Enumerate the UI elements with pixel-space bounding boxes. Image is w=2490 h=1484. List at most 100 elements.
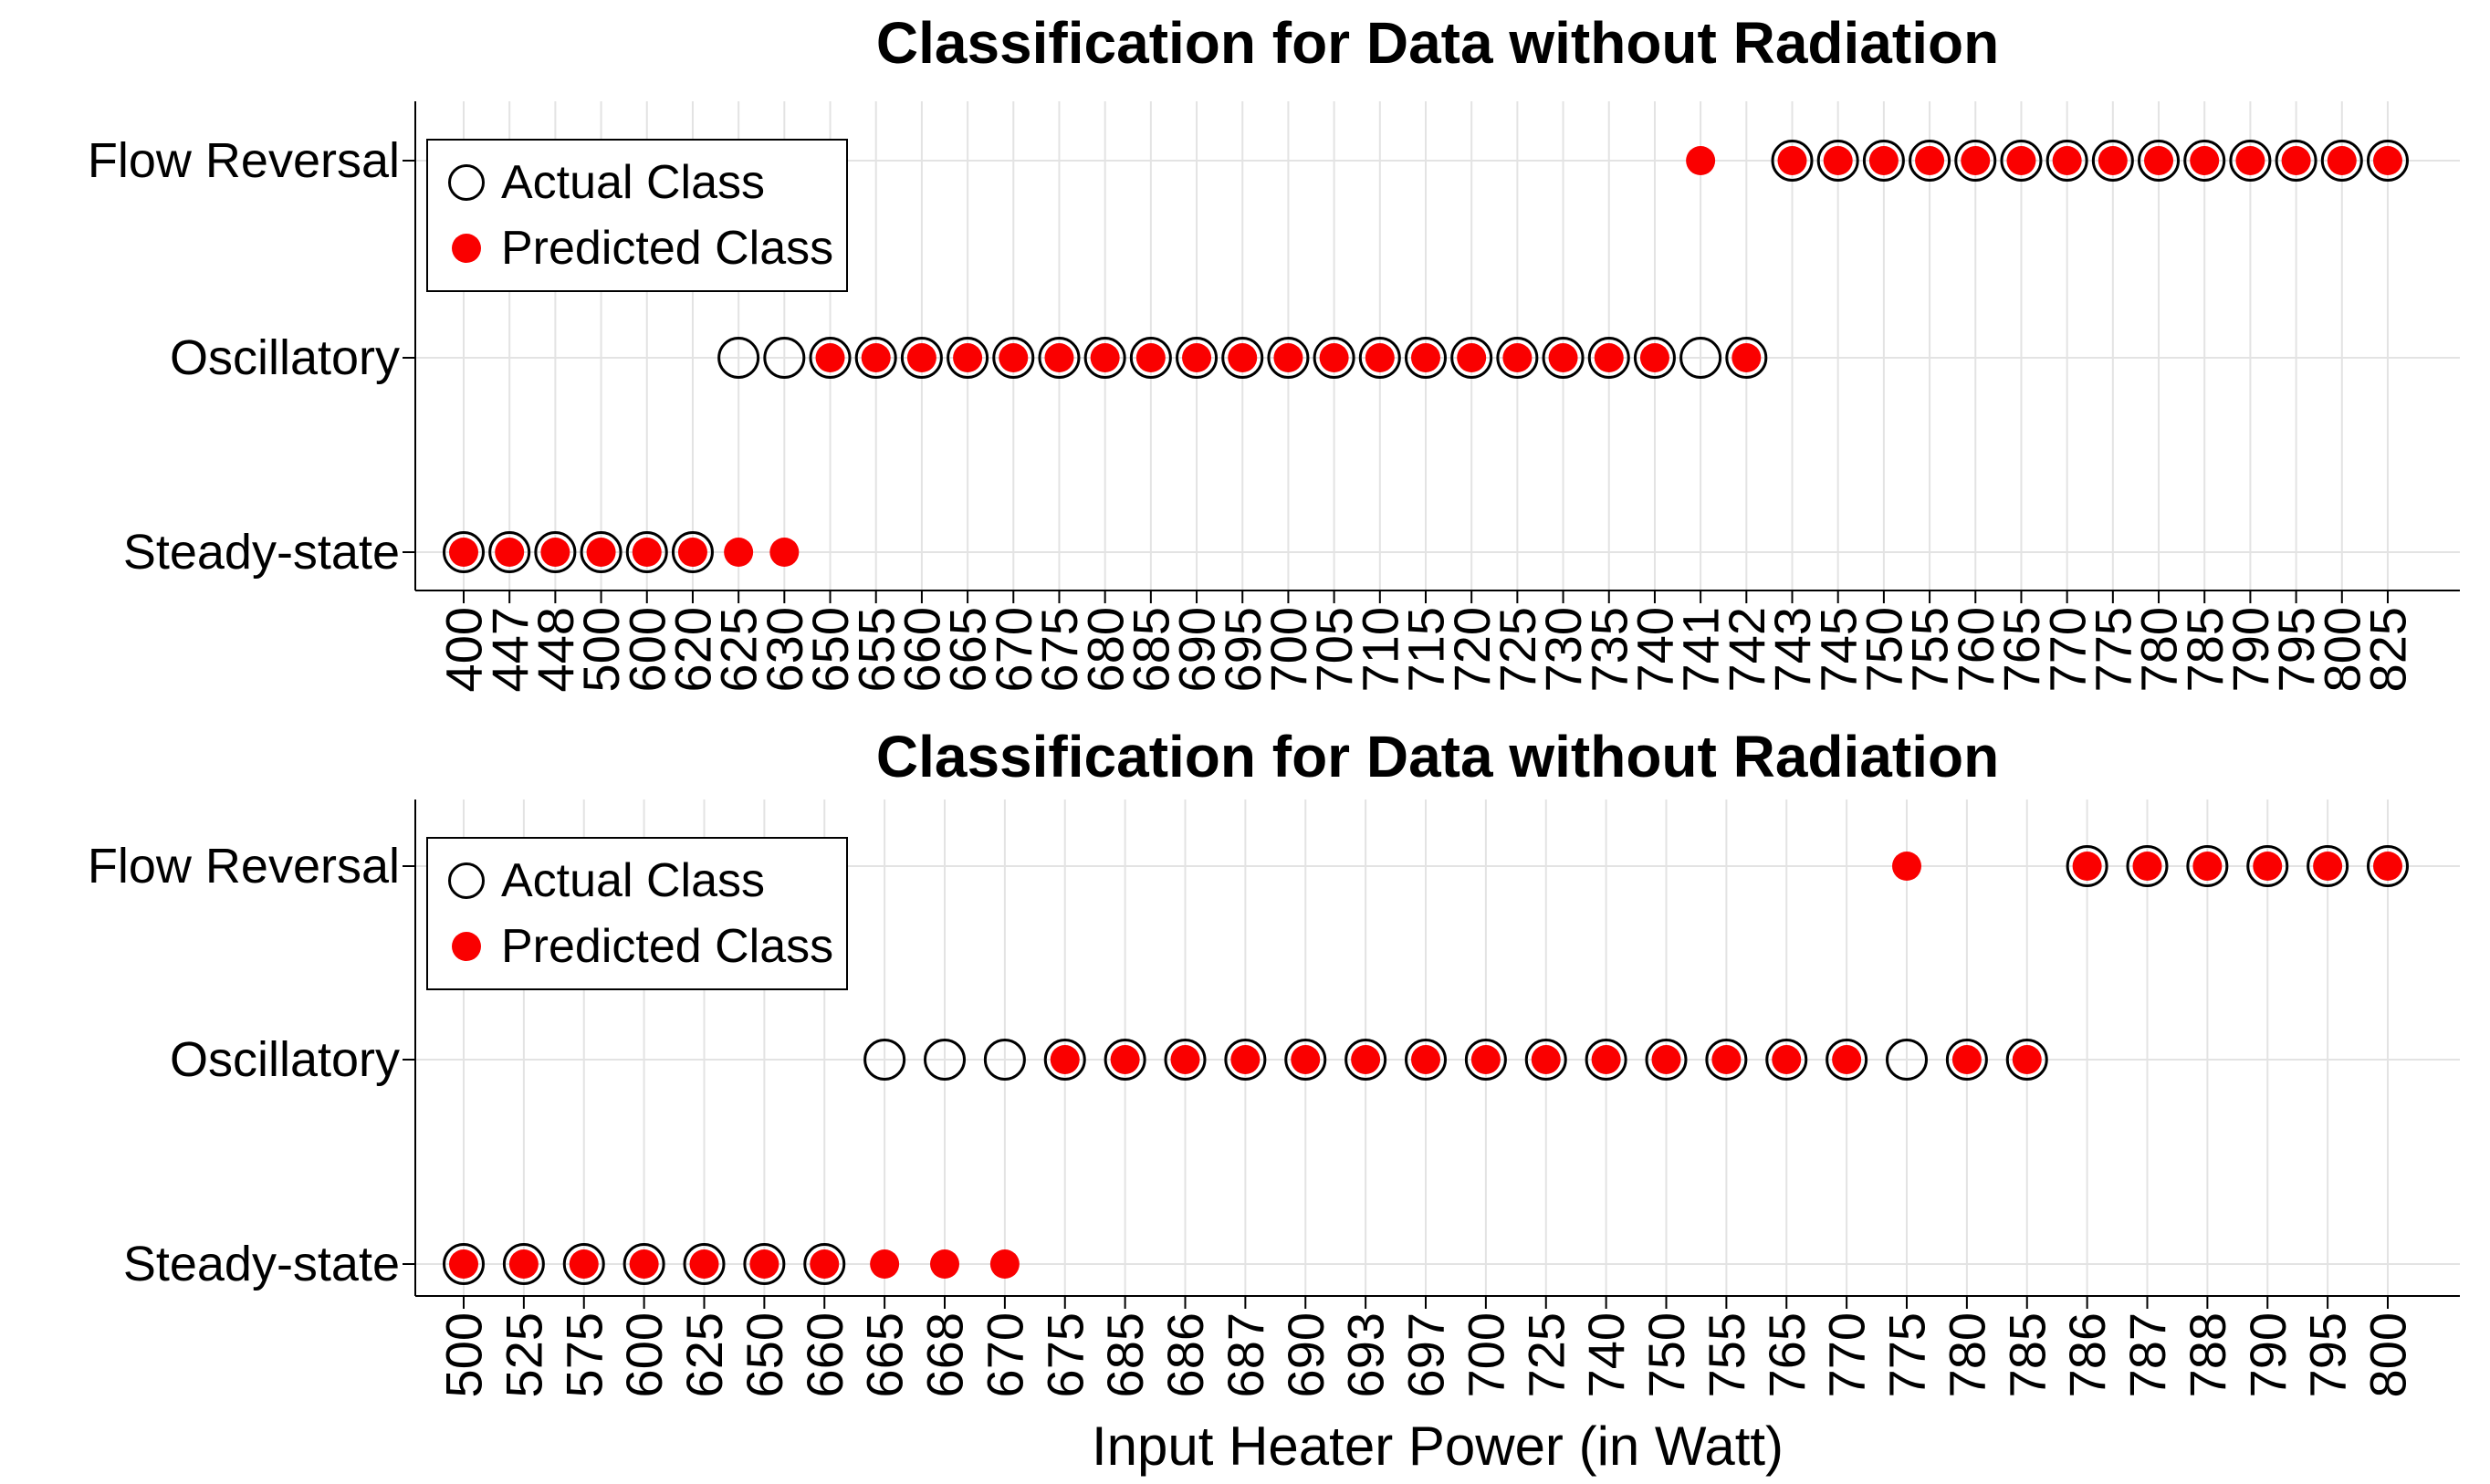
actual-class-marker	[863, 1039, 906, 1081]
actual-class-marker	[1176, 337, 1219, 379]
x-tick-label: 750	[1855, 607, 1912, 692]
x-tick-label: 665	[939, 607, 997, 692]
actual-class-marker	[743, 1243, 786, 1285]
predicted-class-marker	[1090, 343, 1120, 372]
x-tick-label: 625	[675, 1312, 733, 1397]
actual-class-marker	[502, 1243, 545, 1285]
actual-class-marker	[1358, 337, 1401, 379]
actual-class-marker	[2005, 1039, 2048, 1081]
actual-class-marker	[2126, 845, 2169, 887]
predicted-class-marker	[989, 1249, 1020, 1279]
x-tick-label: 795	[2267, 607, 2325, 692]
x-tick-label: 690	[1277, 1312, 1334, 1397]
x-tick-label: 660	[796, 1312, 853, 1397]
actual-class-marker	[2183, 140, 2226, 182]
predicted-class-marker	[1182, 343, 1212, 372]
x-tick-label: 448	[527, 607, 584, 692]
predicted-class-marker	[1230, 1045, 1261, 1074]
predicted-class-marker	[861, 343, 891, 372]
predicted-class-marker	[1711, 1045, 1742, 1074]
actual-class-marker	[1585, 1039, 1627, 1081]
predicted-class-marker	[1502, 343, 1533, 372]
predicted-class-marker	[1772, 1045, 1802, 1074]
actual-class-marker	[2320, 140, 2363, 182]
actual-class-marker	[854, 337, 897, 379]
x-tick-label: 693	[1337, 1312, 1395, 1397]
predicted-class-marker	[1411, 1045, 1440, 1074]
predicted-class-marker	[586, 538, 616, 567]
top-ylabel-flow-reversal: Flow Reversal	[87, 133, 400, 188]
predicted-class-marker	[689, 1249, 719, 1279]
x-tick-label: 720	[1443, 607, 1501, 692]
predicted-class-marker	[1686, 146, 1716, 175]
x-tick-label: 780	[1938, 1312, 1995, 1397]
actual-class-marker	[1909, 140, 1951, 182]
actual-class-marker	[488, 531, 531, 573]
predicted-class-marker	[677, 538, 707, 567]
x-tick-label: 710	[1351, 607, 1408, 692]
actual-class-marker	[717, 337, 760, 379]
x-axis-title: Input Heater Power (in Watt)	[1091, 1416, 1784, 1477]
predicted-class-marker	[810, 1249, 840, 1279]
x-tick-label: 770	[1818, 1312, 1876, 1397]
actual-class-marker	[1954, 140, 1997, 182]
x-tick-label: 686	[1156, 1312, 1214, 1397]
x-tick-label: 765	[1993, 607, 2050, 692]
predicted-class-marker	[1410, 343, 1440, 372]
x-tick-label: 668	[916, 1312, 974, 1397]
predicted-class-marker	[449, 538, 478, 567]
top-legend: Actual Class Predicted Class	[426, 139, 848, 292]
actual-class-marker	[1450, 337, 1493, 379]
x-tick-label: 400	[435, 607, 493, 692]
x-tick-label: 795	[2299, 1312, 2357, 1397]
actual-class-marker	[1945, 1039, 1988, 1081]
actual-class-marker	[683, 1243, 726, 1285]
predicted-class-marker	[2372, 146, 2402, 175]
predicted-class-marker	[1050, 1045, 1080, 1074]
predicted-class-marker	[1531, 1045, 1561, 1074]
x-tick-label: 630	[756, 607, 813, 692]
x-tick-label: 715	[1397, 607, 1455, 692]
predicted-class-marker	[2313, 852, 2343, 881]
predicted-class-marker	[2327, 146, 2357, 175]
predicted-class-marker	[2281, 146, 2311, 175]
actual-class-marker	[1587, 337, 1630, 379]
x-tick-label: 690	[1168, 607, 1226, 692]
x-tick-label: 786	[2058, 1312, 2116, 1397]
x-tick-label: 500	[572, 607, 630, 692]
x-tick-label: 575	[555, 1312, 612, 1397]
actual-class-marker	[1826, 1039, 1868, 1081]
legend-item-predicted: Predicted Class	[448, 919, 846, 974]
predicted-class-marker	[1319, 343, 1349, 372]
x-tick-label: 790	[2239, 1312, 2296, 1397]
x-tick-label: 742	[1718, 607, 1775, 692]
legend-label-predicted: Predicted Class	[501, 920, 834, 973]
x-tick-label: 825	[2359, 607, 2417, 692]
bottom-chart-title: Classification for Data without Radiatio…	[875, 724, 2000, 789]
predicted-class-marker	[2098, 146, 2128, 175]
predicted-class-marker	[1961, 146, 1991, 175]
x-tick-label: 500	[435, 1312, 493, 1397]
actual-class-marker	[671, 531, 714, 573]
top-ylabel-steady-state: Steady-state	[122, 525, 400, 580]
predicted-class-marker	[1135, 343, 1166, 372]
x-tick-label: 741	[1672, 607, 1730, 692]
actual-class-marker	[1284, 1039, 1327, 1081]
x-tick-label: 447	[481, 607, 539, 692]
predicted-class-marker	[1170, 1045, 1200, 1074]
predicted-class-marker	[906, 343, 936, 372]
actual-class-marker	[900, 337, 943, 379]
x-tick-label: 743	[1763, 607, 1821, 692]
actual-class-marker	[1405, 1039, 1447, 1081]
x-tick-label: 655	[847, 607, 905, 692]
x-tick-label: 660	[894, 607, 951, 692]
x-tick-label: 600	[615, 1312, 673, 1397]
actual-class-marker	[2229, 140, 2272, 182]
x-tick-label: 740	[1577, 1312, 1635, 1397]
actual-class-marker	[1267, 337, 1310, 379]
bottom-legend: Actual Class Predicted Class	[426, 837, 848, 990]
actual-class-marker	[1129, 337, 1172, 379]
predicted-class-marker	[2132, 852, 2162, 881]
x-tick-label: 725	[1517, 1312, 1575, 1397]
